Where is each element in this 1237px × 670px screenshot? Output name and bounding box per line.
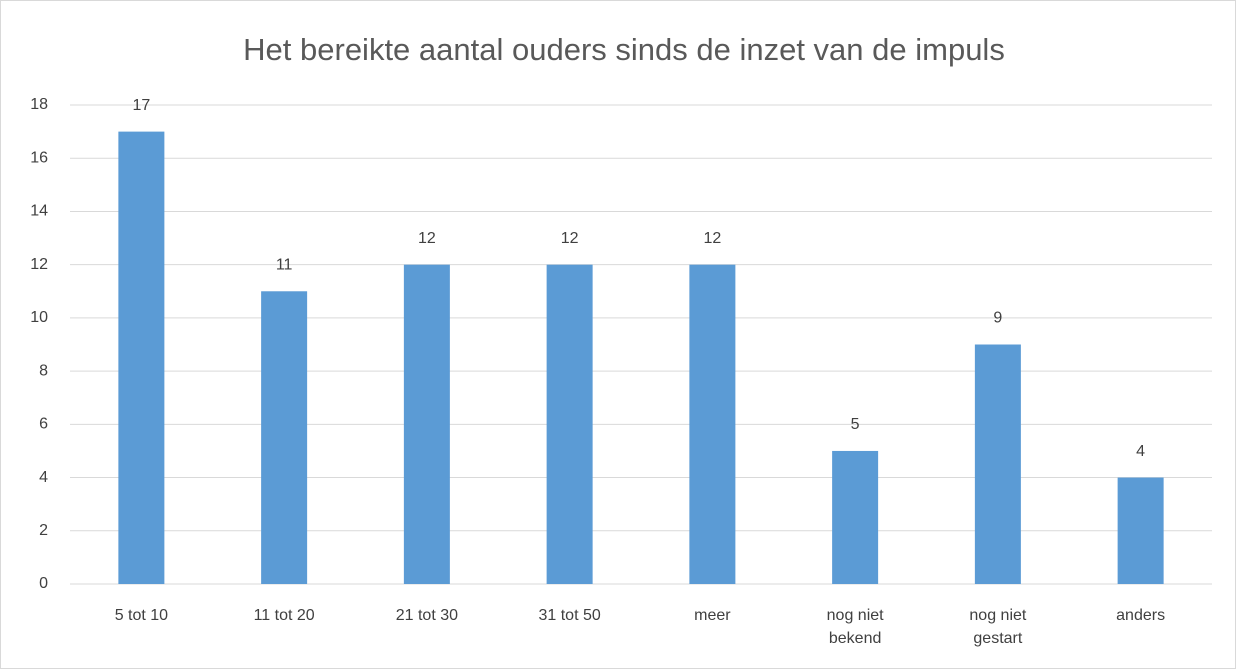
x-tick-label: nog niet bekend (826, 607, 884, 647)
y-tick-label: 2 (39, 522, 48, 539)
x-tick-label: 11 tot 20 (253, 607, 315, 624)
y-tick-label: 14 (30, 203, 48, 220)
y-tick-label: 6 (39, 416, 48, 433)
x-tick-label: nog niet gestart (969, 607, 1027, 647)
x-tick-label: 21 tot 30 (395, 607, 459, 624)
y-tick-label: 16 (30, 149, 48, 166)
bar (974, 344, 1021, 584)
bar (832, 450, 879, 584)
x-tick-label: 31 tot 50 (538, 607, 601, 624)
y-tick-label: 10 (30, 309, 48, 326)
y-tick-label: 0 (39, 575, 48, 592)
chart-title: Het bereikte aantal ouders sinds de inze… (243, 32, 1005, 67)
y-tick-label: 12 (30, 256, 48, 273)
data-label: 11 (276, 256, 293, 273)
bar (689, 264, 736, 584)
bar (546, 264, 593, 584)
bar (403, 264, 450, 584)
bar (261, 291, 308, 584)
bar (1117, 477, 1164, 584)
x-tick-label: anders (1116, 607, 1166, 624)
bar (118, 131, 165, 584)
x-tick-label: meer (694, 607, 731, 624)
data-label: 12 (418, 230, 436, 247)
data-label: 12 (703, 230, 721, 247)
y-tick-label: 4 (39, 469, 48, 486)
data-label: 9 (993, 310, 1002, 327)
data-label: 4 (1136, 443, 1145, 460)
data-label: 5 (851, 416, 860, 433)
y-tick-label: 18 (30, 96, 48, 113)
x-tick-label: 5 tot 10 (114, 607, 169, 624)
data-label: 17 (132, 97, 150, 114)
y-tick-label: 8 (39, 362, 48, 379)
data-label: 12 (561, 230, 579, 247)
